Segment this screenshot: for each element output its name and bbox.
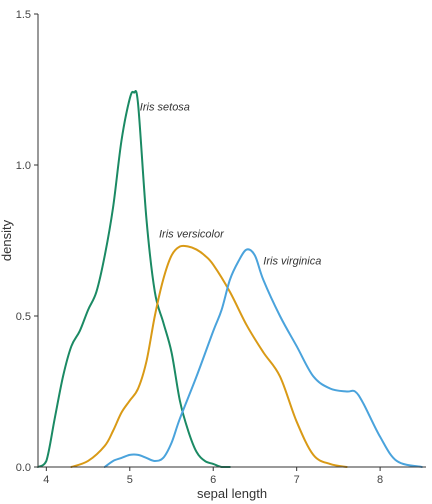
iris-virginica-label: Iris virginica [263,256,321,268]
iris-setosa-density-line [37,90,231,469]
y-tick-label: 1.5 [16,9,31,21]
y-tick-label: 0.0 [16,462,31,474]
x-axis-title: sepal length [197,486,267,501]
iris-versicolor-label: Iris versicolor [159,228,225,240]
y-axis-ticks: 0.0 0.5 1.0 1.5 [16,9,38,474]
x-tick-label: 4 [43,474,49,486]
curve-labels: Iris setosa Iris versicolor Iris virginica [140,102,322,268]
x-tick-label: 7 [294,474,300,486]
iris-versicolor-density-line [70,244,348,468]
iris-setosa-label: Iris setosa [140,102,190,114]
curves-layer [37,90,423,469]
y-axis-title: density [0,219,14,261]
x-tick-label: 8 [377,474,383,486]
iris-virginica-density-line [103,248,423,468]
x-tick-label: 5 [127,474,133,486]
y-tick-label: 1.0 [16,160,31,172]
y-tick-label: 0.5 [16,311,31,323]
x-axis-ticks: 4 5 6 7 8 [43,467,383,486]
x-tick-label: 6 [210,474,216,486]
